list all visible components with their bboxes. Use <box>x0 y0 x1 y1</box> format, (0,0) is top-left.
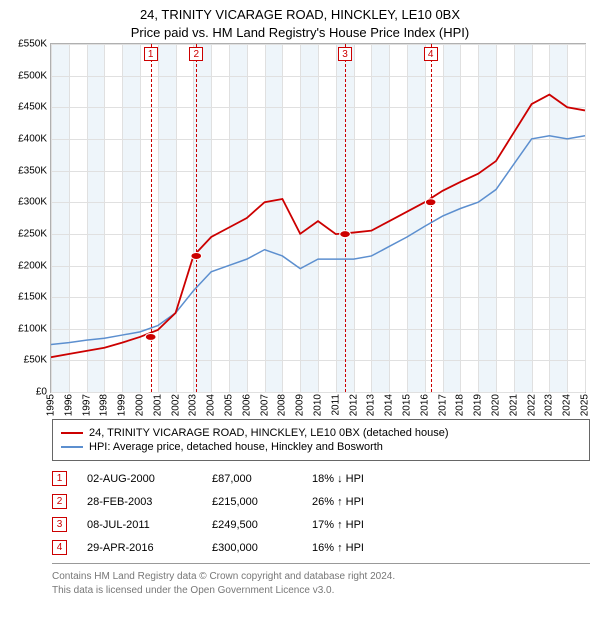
legend-label-price: 24, TRINITY VICARAGE ROAD, HINCKLEY, LE1… <box>89 427 449 439</box>
event-price: £87,000 <box>212 473 292 485</box>
legend-swatch-price <box>61 432 83 434</box>
x-axis-label: 2016 <box>419 394 430 416</box>
events-table: 1 02-AUG-2000 £87,000 18% ↓ HPI 2 28-FEB-2003… <box>52 467 590 559</box>
event-pct: 18% ↓ HPI <box>312 473 392 485</box>
event-badge: 1 <box>52 471 67 486</box>
x-axis-label: 1999 <box>117 394 128 416</box>
event-date: 02-AUG-2000 <box>87 473 192 485</box>
chart-container: 24, TRINITY VICARAGE ROAD, HINCKLEY, LE1… <box>0 0 600 620</box>
x-axis-label: 2019 <box>473 394 484 416</box>
title-line-2: Price paid vs. HM Land Registry's House … <box>0 24 600 42</box>
event-badge: 3 <box>52 517 67 532</box>
x-axis-label: 2020 <box>491 394 502 416</box>
event-row: 1 02-AUG-2000 £87,000 18% ↓ HPI <box>52 467 590 490</box>
series-price <box>51 95 585 358</box>
footer-line-2: This data is licensed under the Open Gov… <box>52 584 590 598</box>
event-dot <box>145 334 156 341</box>
y-axis-label: £150K <box>18 292 47 303</box>
y-axis-label: £100K <box>18 323 47 334</box>
y-axis-label: £50K <box>24 355 47 366</box>
event-dot <box>340 231 351 238</box>
x-axis-label: 2025 <box>580 394 591 416</box>
x-axis-label: 2009 <box>295 394 306 416</box>
event-badge: 2 <box>52 494 67 509</box>
event-row: 2 28-FEB-2003 £215,000 26% ↑ HPI <box>52 490 590 513</box>
footer: Contains HM Land Registry data © Crown c… <box>52 563 590 597</box>
x-axis-label: 2012 <box>348 394 359 416</box>
event-date: 28-FEB-2003 <box>87 496 192 508</box>
plot: £0£50K£100K£150K£200K£250K£300K£350K£400… <box>50 43 586 393</box>
x-axis-label: 1998 <box>99 394 110 416</box>
x-axis-label: 2000 <box>135 394 146 416</box>
event-date: 29-APR-2016 <box>87 542 192 554</box>
event-pct: 26% ↑ HPI <box>312 496 392 508</box>
line-svg <box>51 44 585 392</box>
x-axis-label: 2003 <box>188 394 199 416</box>
y-axis-label: £200K <box>18 260 47 271</box>
event-dot <box>191 253 202 260</box>
y-axis-label: £450K <box>18 102 47 113</box>
chart-area: £0£50K£100K£150K£200K£250K£300K£350K£400… <box>50 43 586 413</box>
event-price: £300,000 <box>212 542 292 554</box>
x-axis-label: 2021 <box>508 394 519 416</box>
x-axis-label: 2018 <box>455 394 466 416</box>
title-line-1: 24, TRINITY VICARAGE ROAD, HINCKLEY, LE1… <box>0 6 600 24</box>
event-price: £249,500 <box>212 519 292 531</box>
x-axis-label: 1997 <box>81 394 92 416</box>
event-price: £215,000 <box>212 496 292 508</box>
event-pct: 16% ↑ HPI <box>312 542 392 554</box>
x-axis-label: 2014 <box>384 394 395 416</box>
y-axis-label: £550K <box>18 39 47 50</box>
y-axis-label: £300K <box>18 197 47 208</box>
x-axis-label: 2017 <box>437 394 448 416</box>
footer-line-1: Contains HM Land Registry data © Crown c… <box>52 570 590 584</box>
x-axis-label: 2011 <box>330 394 341 416</box>
event-pct: 17% ↑ HPI <box>312 519 392 531</box>
x-axis-label: 2023 <box>544 394 555 416</box>
x-axis-label: 1996 <box>63 394 74 416</box>
legend: 24, TRINITY VICARAGE ROAD, HINCKLEY, LE1… <box>52 419 590 461</box>
x-axis-label: 1995 <box>46 394 57 416</box>
event-dot <box>425 199 436 206</box>
x-axis-label: 2005 <box>224 394 235 416</box>
x-axis-label: 2001 <box>152 394 163 416</box>
x-axis-label: 2008 <box>277 394 288 416</box>
x-axis-label: 2024 <box>562 394 573 416</box>
event-date: 08-JUL-2011 <box>87 519 192 531</box>
event-row: 3 08-JUL-2011 £249,500 17% ↑ HPI <box>52 513 590 536</box>
x-axis-label: 2010 <box>313 394 324 416</box>
legend-label-hpi: HPI: Average price, detached house, Hinc… <box>89 441 383 453</box>
y-axis-label: £400K <box>18 134 47 145</box>
x-axis-label: 2022 <box>526 394 537 416</box>
legend-row-price: 24, TRINITY VICARAGE ROAD, HINCKLEY, LE1… <box>61 426 581 440</box>
x-axis-label: 2013 <box>366 394 377 416</box>
legend-swatch-hpi <box>61 446 83 448</box>
event-badge: 4 <box>52 540 67 555</box>
y-axis-label: £350K <box>18 165 47 176</box>
y-axis-label: £500K <box>18 70 47 81</box>
title-block: 24, TRINITY VICARAGE ROAD, HINCKLEY, LE1… <box>0 0 600 43</box>
x-axis-label: 2004 <box>206 394 217 416</box>
x-axis-label: 2007 <box>259 394 270 416</box>
x-axis-label: 2006 <box>241 394 252 416</box>
x-axis-label: 2002 <box>170 394 181 416</box>
legend-row-hpi: HPI: Average price, detached house, Hinc… <box>61 440 581 454</box>
y-axis-label: £250K <box>18 228 47 239</box>
event-row: 4 29-APR-2016 £300,000 16% ↑ HPI <box>52 536 590 559</box>
x-axis-label: 2015 <box>402 394 413 416</box>
series-hpi <box>51 136 585 345</box>
